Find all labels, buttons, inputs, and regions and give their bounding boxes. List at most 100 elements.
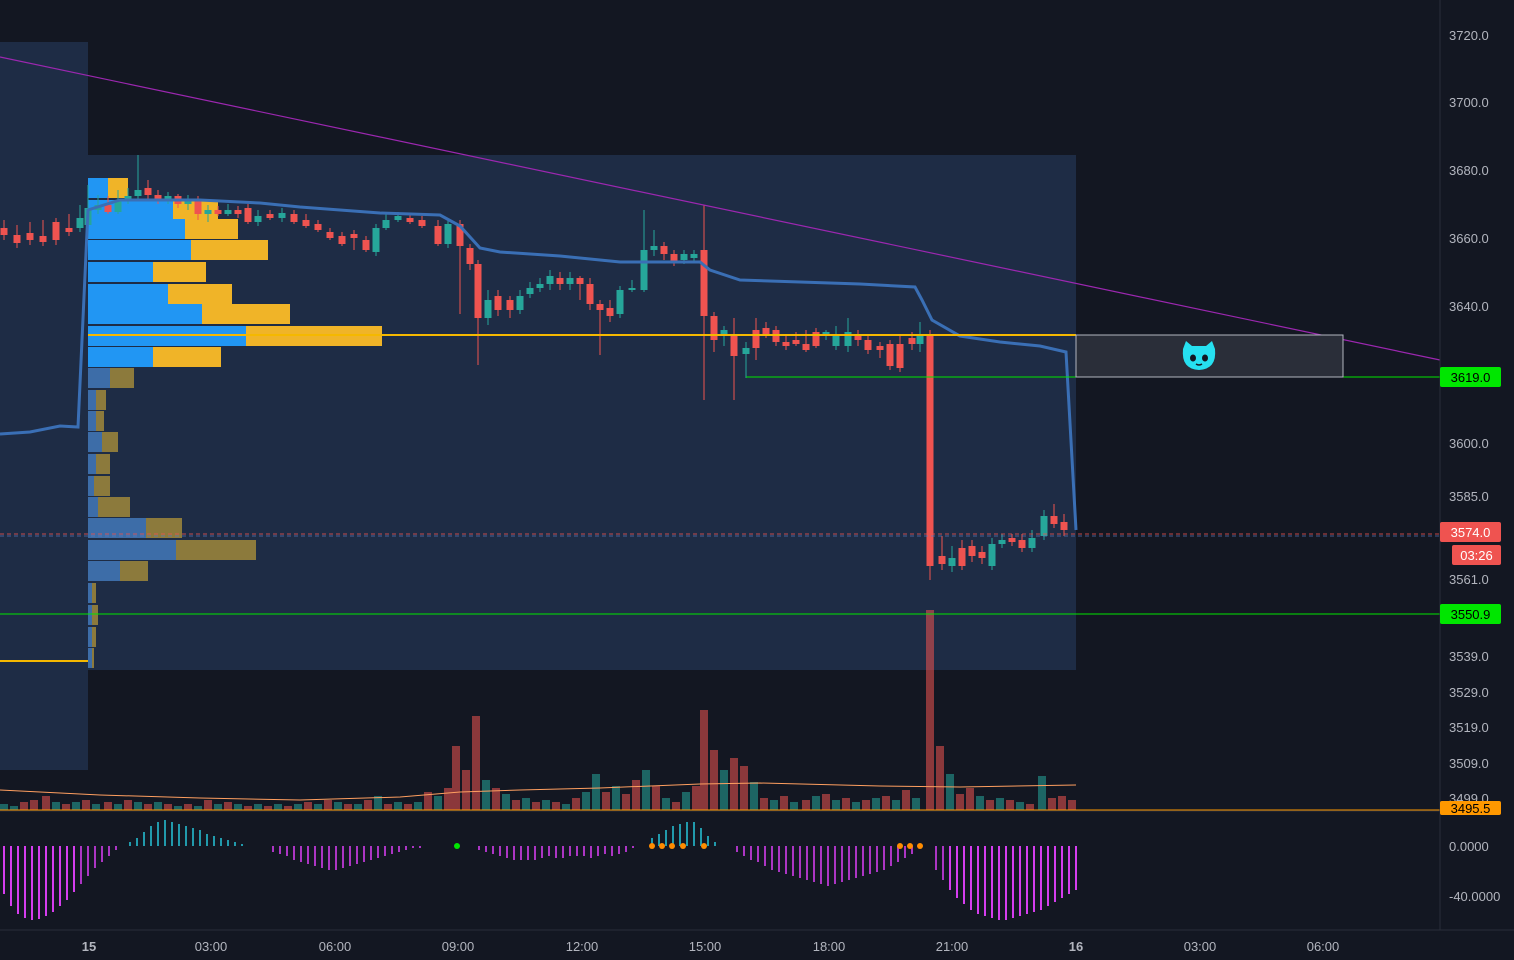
volume-bar xyxy=(204,800,212,810)
price-axis-label: 3640.0 xyxy=(1449,299,1489,314)
volume-bar xyxy=(184,804,192,810)
bottom-price-tag xyxy=(1440,801,1501,815)
volume-bar xyxy=(996,798,1004,810)
vp-row-down xyxy=(108,178,128,198)
candle-body xyxy=(65,228,73,232)
vp-row-up xyxy=(88,540,176,560)
volume-bar xyxy=(394,802,402,810)
volume-bar xyxy=(42,796,50,810)
vp-row-up xyxy=(88,518,146,538)
oscillator-signal-dot xyxy=(917,843,923,849)
volume-bar xyxy=(862,800,870,810)
vp-row-up xyxy=(88,304,202,324)
candle-body xyxy=(690,254,698,258)
candle-body xyxy=(896,344,904,368)
vp-row-up xyxy=(88,284,168,304)
volume-bar xyxy=(780,796,788,810)
volume-bar xyxy=(482,780,490,810)
oscillator-axis[interactable]: 0.0000 -40.0000 xyxy=(1449,839,1500,904)
time-axis-label: 06:00 xyxy=(319,939,352,954)
volume-bar xyxy=(1038,776,1046,810)
volume-bar xyxy=(750,782,758,810)
candle-body xyxy=(338,236,346,244)
candle-body xyxy=(124,196,132,200)
candle-body xyxy=(362,240,370,250)
candle-body xyxy=(244,208,252,222)
volume-bar xyxy=(842,798,850,810)
candle-body xyxy=(576,278,584,284)
vp-row-down xyxy=(96,390,106,410)
candle-body xyxy=(444,224,452,244)
time-axis-label: 06:00 xyxy=(1307,939,1340,954)
candle-body xyxy=(700,250,708,316)
vp-row-down xyxy=(110,368,134,388)
oscillator-histogram xyxy=(3,820,1077,920)
volume-bar xyxy=(224,802,232,810)
candle-body xyxy=(1050,516,1058,524)
time-axis-label: 15:00 xyxy=(689,939,722,954)
volume-bar xyxy=(52,802,60,810)
volume-bar xyxy=(720,770,728,810)
time-axis-label: 21:00 xyxy=(936,939,969,954)
candle-body xyxy=(0,228,8,235)
candle-body xyxy=(916,336,924,344)
vp-row-up xyxy=(88,347,153,367)
candle-body xyxy=(494,296,502,310)
candle-body xyxy=(710,316,718,340)
oscillator-signal-dot xyxy=(907,843,913,849)
candle-body xyxy=(938,556,946,564)
candle-body xyxy=(466,248,474,264)
volume-bar xyxy=(284,806,292,810)
candle-body xyxy=(134,190,142,196)
candle-body xyxy=(546,276,554,284)
volume-bar xyxy=(72,802,80,810)
vp-row-up xyxy=(88,240,191,260)
volume-bar xyxy=(304,802,312,810)
time-axis-label: 16 xyxy=(1069,939,1083,954)
volume-bar xyxy=(912,798,920,810)
bottom-price-tag-text: 3495.5 xyxy=(1451,801,1491,816)
price-axis-label: 3680.0 xyxy=(1449,163,1489,178)
volume-bar xyxy=(552,802,560,810)
candle-body xyxy=(782,342,790,346)
volume-bar xyxy=(334,802,342,810)
candle-body xyxy=(812,332,820,346)
candle-body xyxy=(802,344,810,350)
volume-bar xyxy=(0,804,8,810)
volume-bar xyxy=(926,610,934,810)
candle-body xyxy=(526,288,534,294)
trendline[interactable] xyxy=(0,56,1441,361)
volume-bar xyxy=(354,804,362,810)
candle-body xyxy=(114,200,122,212)
volume-bar xyxy=(976,796,984,810)
candle-body xyxy=(506,300,514,310)
price-axis-label: 3519.0 xyxy=(1449,720,1489,735)
vp-row-down xyxy=(98,497,130,517)
volume-bar xyxy=(20,802,28,810)
price-tags: 3619.0 3574.0 03:26 3550.9 3495.5 xyxy=(1440,367,1501,816)
volume-bar xyxy=(522,798,530,810)
volume-bar xyxy=(124,800,132,810)
oscillator-signal-dot xyxy=(669,843,675,849)
prev-session-box xyxy=(0,42,88,770)
volume-bar xyxy=(882,796,890,810)
oscillator-signal-dot xyxy=(649,843,655,849)
candle-body xyxy=(382,220,390,228)
time-axis-label: 09:00 xyxy=(442,939,475,954)
volume-bar xyxy=(936,746,944,810)
volume-bar xyxy=(344,804,352,810)
price-axis-label: 3509.0 xyxy=(1449,756,1489,771)
volume-bar xyxy=(672,802,680,810)
vp-row-up xyxy=(88,178,108,198)
time-axis-label: 03:00 xyxy=(195,939,228,954)
vp-row-down xyxy=(202,304,290,324)
vp-row-up xyxy=(88,219,185,239)
volume-bar xyxy=(274,804,282,810)
volume-bar xyxy=(802,800,810,810)
candle-body xyxy=(670,254,678,262)
volume-bar xyxy=(512,800,520,810)
candle-body xyxy=(372,228,380,252)
candle-body xyxy=(1040,516,1048,536)
time-axis[interactable]: 15 03:00 06:00 09:00 12:00 15:00 18:00 21:00 16 0… xyxy=(82,939,1340,954)
